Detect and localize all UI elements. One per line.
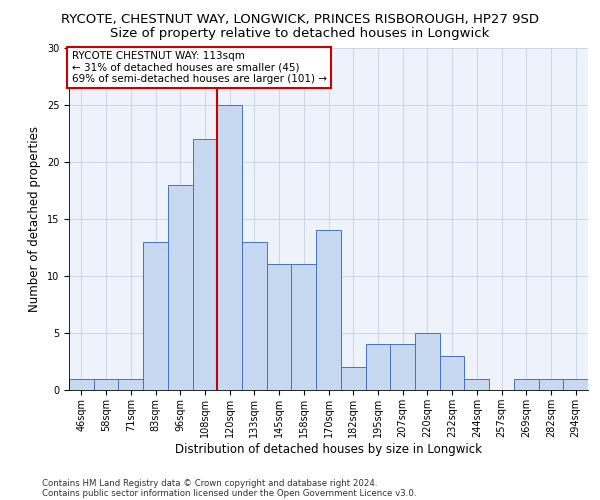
Bar <box>217 104 242 390</box>
X-axis label: Distribution of detached houses by size in Longwick: Distribution of detached houses by size … <box>175 442 482 456</box>
Bar <box>242 242 267 390</box>
Bar <box>365 344 390 390</box>
Bar <box>168 184 193 390</box>
Bar <box>539 378 563 390</box>
Bar <box>316 230 341 390</box>
Bar <box>514 378 539 390</box>
Text: Contains HM Land Registry data © Crown copyright and database right 2024.: Contains HM Land Registry data © Crown c… <box>42 478 377 488</box>
Bar <box>415 333 440 390</box>
Text: Size of property relative to detached houses in Longwick: Size of property relative to detached ho… <box>110 28 490 40</box>
Bar <box>563 378 588 390</box>
Bar <box>390 344 415 390</box>
Bar <box>341 367 365 390</box>
Text: Contains public sector information licensed under the Open Government Licence v3: Contains public sector information licen… <box>42 488 416 498</box>
Bar <box>118 378 143 390</box>
Bar <box>143 242 168 390</box>
Bar <box>193 139 217 390</box>
Bar <box>267 264 292 390</box>
Text: RYCOTE, CHESTNUT WAY, LONGWICK, PRINCES RISBOROUGH, HP27 9SD: RYCOTE, CHESTNUT WAY, LONGWICK, PRINCES … <box>61 12 539 26</box>
Bar <box>69 378 94 390</box>
Text: RYCOTE CHESTNUT WAY: 113sqm
← 31% of detached houses are smaller (45)
69% of sem: RYCOTE CHESTNUT WAY: 113sqm ← 31% of det… <box>71 51 326 84</box>
Bar <box>464 378 489 390</box>
Bar <box>94 378 118 390</box>
Bar <box>440 356 464 390</box>
Y-axis label: Number of detached properties: Number of detached properties <box>28 126 41 312</box>
Bar <box>292 264 316 390</box>
